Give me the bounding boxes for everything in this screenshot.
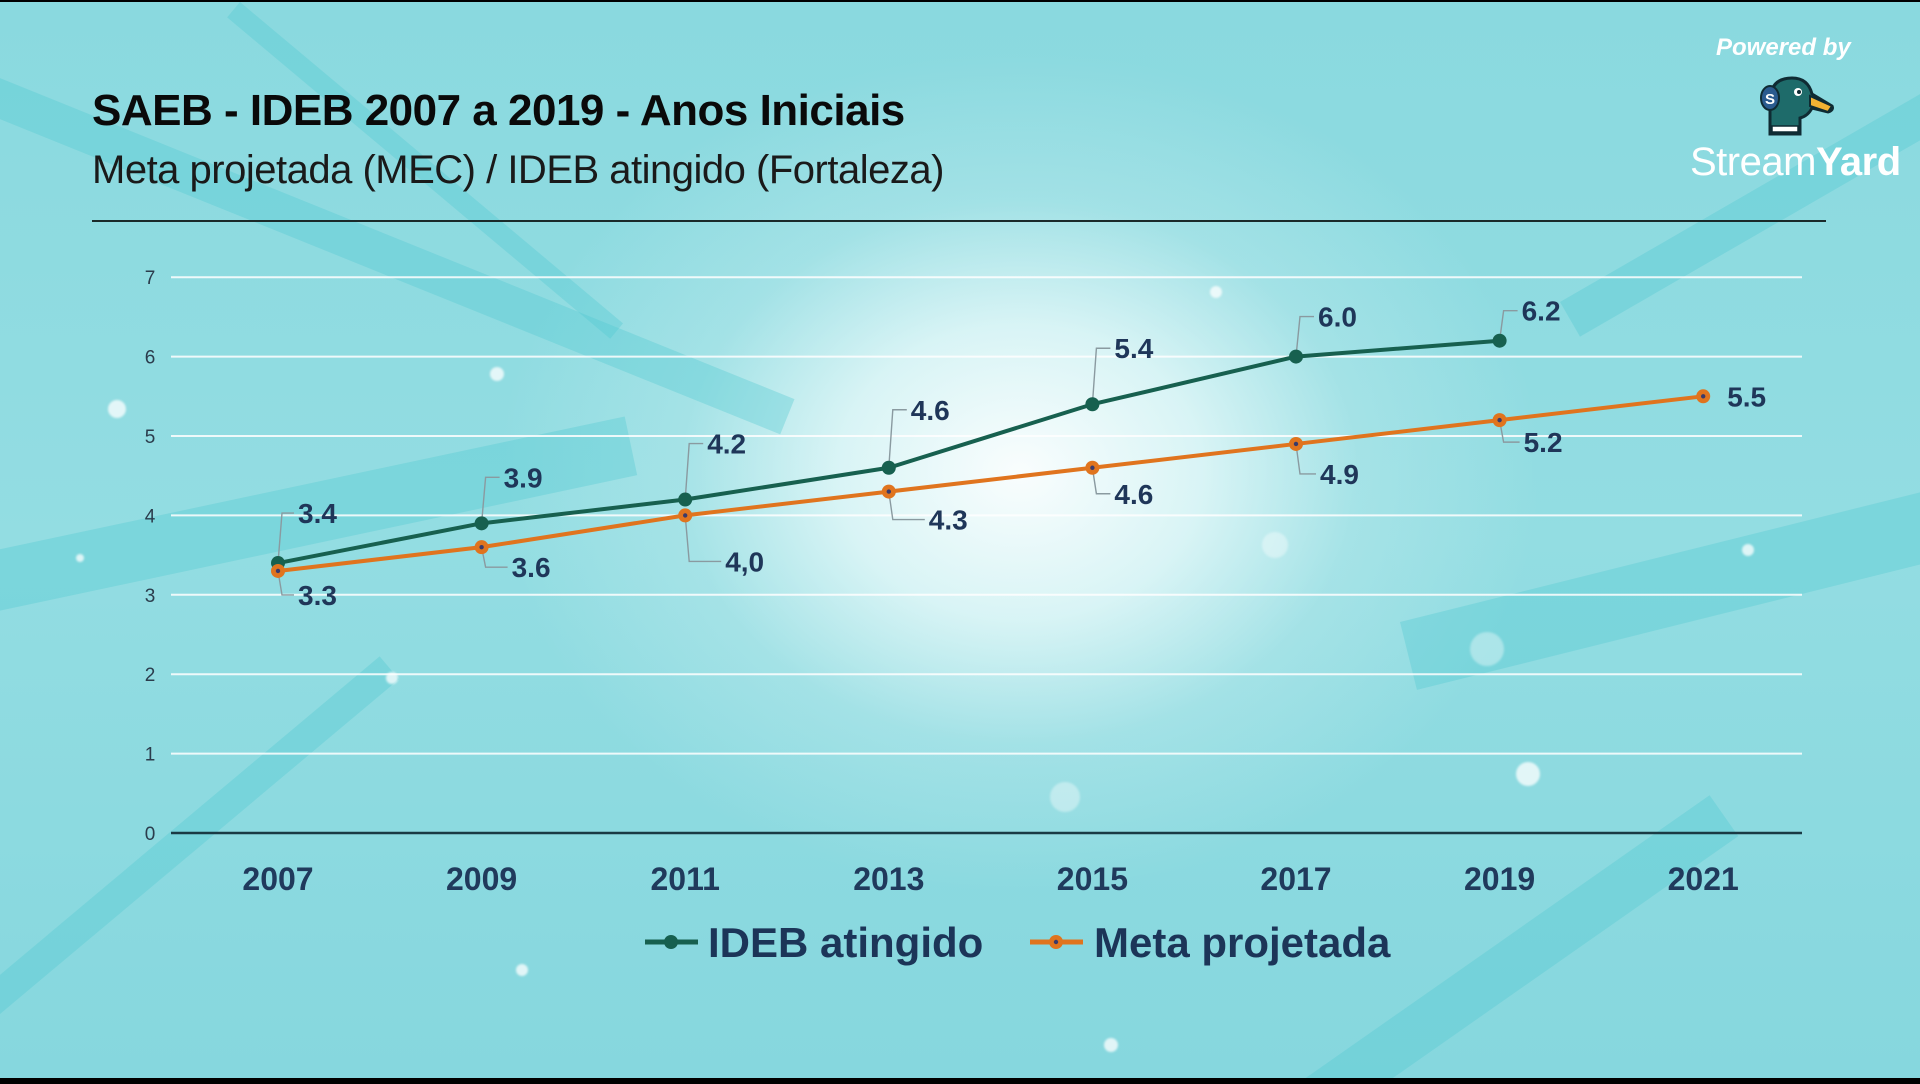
x-tick-label: 2019 — [1464, 861, 1535, 897]
leader-line — [1498, 310, 1518, 341]
leader-line — [1295, 443, 1316, 475]
x-tick-label: 2007 — [242, 861, 313, 897]
sparkle — [108, 400, 126, 418]
y-tick-label: 5 — [145, 427, 156, 448]
leader-line — [1091, 467, 1111, 495]
leader-line — [277, 512, 294, 564]
x-tick-label: 2017 — [1260, 861, 1331, 897]
ideb-point — [1085, 397, 1100, 412]
y-tick-label: 1 — [145, 745, 156, 766]
sparkle — [1050, 782, 1080, 812]
x-tick-label: 2013 — [853, 861, 924, 897]
sparkle — [1104, 1038, 1118, 1052]
chart-title: SAEB - IDEB 2007 a 2019 - Anos Iniciais — [92, 86, 905, 135]
meta-data-label: 5.5 — [1727, 381, 1766, 412]
legend-ideb-marker — [664, 935, 678, 949]
leader-line — [1295, 315, 1314, 357]
ideb-data-label: 6.0 — [1318, 302, 1357, 333]
sparkle — [1742, 544, 1754, 556]
ideb-point — [881, 460, 896, 475]
sparkle — [1516, 762, 1540, 786]
meta-point-center — [683, 513, 688, 518]
x-tick-label: 2021 — [1668, 861, 1739, 897]
meta-data-label: 3.6 — [512, 552, 551, 583]
series-layer — [271, 333, 1711, 578]
powered-by-label: Powered by — [1716, 34, 1851, 61]
meta-point-center — [479, 544, 484, 550]
ideb-data-label: 3.4 — [298, 498, 337, 529]
leader-line — [480, 476, 500, 524]
title-divider — [92, 220, 1826, 222]
sparkle — [1262, 532, 1288, 558]
leader-line — [1498, 419, 1520, 443]
meta-point-center — [1701, 394, 1706, 399]
leader-line — [888, 491, 925, 521]
sparkle — [490, 367, 504, 381]
sparkle — [516, 964, 528, 976]
leader-line — [277, 570, 294, 596]
streamyard-wordmark: StreamYard — [1690, 140, 1901, 185]
meta-data-label: 4.3 — [929, 505, 968, 536]
leader-line — [684, 442, 704, 500]
meta-point-center — [1090, 465, 1095, 470]
legend-meta-label: Meta projetada — [1094, 919, 1391, 966]
y-tick-label: 4 — [145, 506, 156, 527]
x-tick-label: 2011 — [650, 861, 719, 897]
sparkle — [1470, 632, 1504, 666]
x-tick-label: 2015 — [1057, 861, 1128, 897]
y-tick-label: 7 — [145, 268, 156, 289]
ideb-data-label: 5.4 — [1114, 333, 1153, 364]
y-tick-label: 2 — [145, 665, 156, 686]
ideb-point — [678, 492, 693, 507]
data-labels: 3.4 3.9 4.2 4.6 5.4 6.0 6.2 3.3 3.6 4,0 4.3 4.6 4.9 5… — [298, 296, 1766, 611]
y-tick-label: 3 — [145, 586, 156, 607]
ideb-data-label: 3.9 — [504, 462, 543, 493]
svg-text:S: S — [1765, 91, 1775, 108]
ideb-point — [474, 516, 489, 531]
brand-light: Stream — [1690, 140, 1816, 184]
meta-point-center — [886, 489, 891, 494]
legend-meta-marker-center — [1053, 939, 1059, 945]
meta-point-center — [275, 568, 281, 574]
meta-data-label: 4.9 — [1320, 459, 1359, 490]
sparkle — [76, 554, 84, 562]
label-leader-lines — [277, 310, 1520, 596]
duck-logo-icon: S — [1760, 76, 1834, 136]
meta-point-center — [1497, 417, 1502, 423]
meta-data-label: 3.3 — [298, 580, 337, 611]
meta-data-label: 5.2 — [1524, 427, 1563, 458]
meta-data-label: 4,0 — [725, 546, 764, 577]
x-tick-label: 2009 — [446, 861, 517, 897]
ideb-point — [1492, 333, 1507, 348]
leader-line — [888, 409, 907, 468]
ideb-data-label: 4.6 — [911, 395, 950, 426]
legend: IDEB atingido Meta projetada — [645, 919, 1391, 966]
x-axis-ticks: 2007 2009 2011 2013 2015 2017 2019 2021 — [242, 861, 1738, 897]
sparkle — [1210, 286, 1222, 298]
chart-subtitle: Meta projetada (MEC) / IDEB atingido (Fo… — [92, 148, 944, 192]
leader-line — [684, 515, 722, 563]
y-axis-ticks: 0 1 2 3 4 5 6 7 — [145, 268, 156, 845]
gridlines — [171, 276, 1802, 835]
leader-line — [1091, 347, 1111, 405]
ideb-point — [1289, 349, 1303, 364]
meta-point-center — [1293, 441, 1299, 447]
ideb-data-label: 4.2 — [707, 429, 746, 460]
brand-bold: Yard — [1815, 140, 1901, 184]
ideb-data-label: 6.2 — [1522, 296, 1561, 327]
meta-data-label: 4.6 — [1114, 479, 1153, 510]
legend-ideb-label: IDEB atingido — [708, 919, 983, 966]
meta-line — [277, 394, 1704, 573]
y-tick-label: 6 — [145, 348, 156, 369]
y-tick-label: 0 — [145, 824, 156, 845]
ideb-line — [277, 338, 1500, 566]
